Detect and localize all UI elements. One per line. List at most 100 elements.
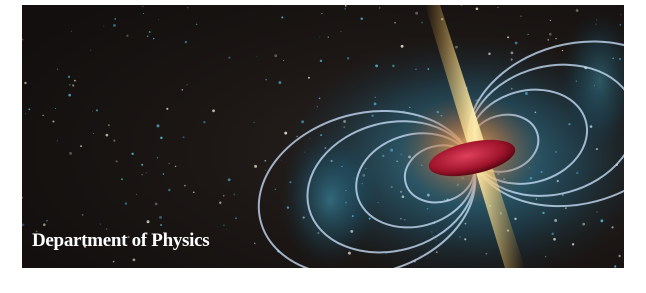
- star-dot: [29, 109, 31, 111]
- star-dot: [421, 22, 423, 24]
- star-dot: [69, 152, 72, 155]
- star-dot: [185, 41, 187, 43]
- star-dot: [136, 194, 137, 195]
- star-dot: [283, 60, 284, 61]
- star-dot: [223, 224, 225, 226]
- star-dot: [68, 76, 70, 78]
- star-dot: [143, 6, 144, 7]
- star-dot: [193, 192, 195, 194]
- star-dot: [476, 7, 479, 10]
- star-dot: [345, 5, 347, 7]
- star-dot: [133, 258, 136, 261]
- star-dot: [55, 108, 56, 109]
- star-dot: [226, 229, 227, 230]
- star-dot: [158, 19, 159, 20]
- star-dot: [71, 31, 72, 32]
- star-dot: [281, 16, 283, 18]
- banner-caption: Department of Physics: [32, 230, 209, 251]
- star-dot: [147, 220, 150, 223]
- page: Department of Physics (() => { const dat…: [0, 0, 646, 293]
- star-dot: [212, 109, 215, 112]
- star-dot: [159, 216, 162, 219]
- star-dot: [203, 121, 205, 123]
- star-dot: [257, 56, 258, 57]
- star-dot: [22, 39, 24, 41]
- star-dot: [576, 9, 579, 12]
- star-dot: [253, 122, 254, 123]
- star-dot: [21, 197, 23, 199]
- glow-right: [560, 10, 640, 150]
- star-dot: [52, 120, 54, 122]
- star-dot: [68, 94, 71, 97]
- star-dot: [328, 36, 329, 37]
- star-dot: [57, 69, 58, 70]
- star-dot: [620, 14, 621, 15]
- star-dot: [113, 140, 115, 142]
- star-dot: [149, 31, 151, 33]
- star-dot: [219, 202, 221, 204]
- star-dot: [461, 4, 463, 6]
- star-dot: [187, 7, 188, 8]
- star-dot: [550, 20, 551, 21]
- star-dot: [347, 57, 349, 59]
- star-dot: [126, 35, 128, 37]
- star-dot: [125, 202, 127, 204]
- star-dot: [96, 109, 98, 111]
- star-dot: [121, 178, 123, 180]
- star-dot: [74, 80, 76, 82]
- star-dot: [131, 153, 133, 155]
- star-dot: [228, 57, 230, 59]
- star-dot: [555, 38, 556, 39]
- star-dot: [394, 22, 396, 24]
- star-dot: [265, 170, 266, 171]
- star-dot: [116, 160, 118, 162]
- star-dot: [614, 265, 616, 267]
- star-dot: [113, 24, 116, 27]
- star-dot: [147, 35, 149, 37]
- star-dot: [379, 7, 380, 8]
- star-dot: [43, 223, 46, 226]
- star-dot: [549, 33, 552, 36]
- star-dot: [57, 140, 58, 141]
- star-dot: [175, 166, 177, 168]
- star-dot: [228, 178, 231, 181]
- star-dot: [69, 84, 71, 86]
- star-dot: [168, 189, 170, 191]
- star-dot: [169, 163, 170, 164]
- star-dot: [361, 18, 363, 20]
- star-dot: [106, 134, 109, 137]
- star-dot: [155, 203, 158, 206]
- star-dot: [320, 60, 322, 62]
- star-dot: [42, 115, 43, 116]
- star-dot: [146, 172, 147, 173]
- star-dot: [233, 194, 235, 196]
- star-dot: [498, 7, 499, 8]
- star-dot: [254, 165, 257, 168]
- star-dot: [160, 224, 162, 226]
- star-dot: [321, 13, 322, 14]
- star-dot: [142, 174, 143, 175]
- star-dot: [223, 195, 225, 197]
- star-dot: [265, 79, 267, 81]
- star-dot: [264, 160, 266, 162]
- star-dot: [72, 84, 74, 86]
- star-dot: [275, 189, 276, 190]
- star-dot: [92, 111, 93, 112]
- star-dot: [100, 224, 101, 225]
- star-dot: [547, 39, 549, 41]
- star-dot: [415, 12, 418, 15]
- star-dot: [183, 136, 185, 138]
- star-dot: [279, 81, 282, 84]
- star-dot: [157, 157, 158, 158]
- star-dot: [166, 108, 168, 110]
- glow-left: [280, 130, 380, 270]
- star-dot: [143, 13, 144, 14]
- star-dot: [80, 145, 82, 147]
- star-dot: [153, 38, 155, 40]
- star-dot: [163, 173, 164, 174]
- star-dot: [82, 214, 84, 216]
- star-dot: [308, 77, 310, 79]
- star-dot: [520, 16, 521, 17]
- star-dot: [93, 133, 94, 134]
- banner: Department of Physics: [0, 0, 646, 293]
